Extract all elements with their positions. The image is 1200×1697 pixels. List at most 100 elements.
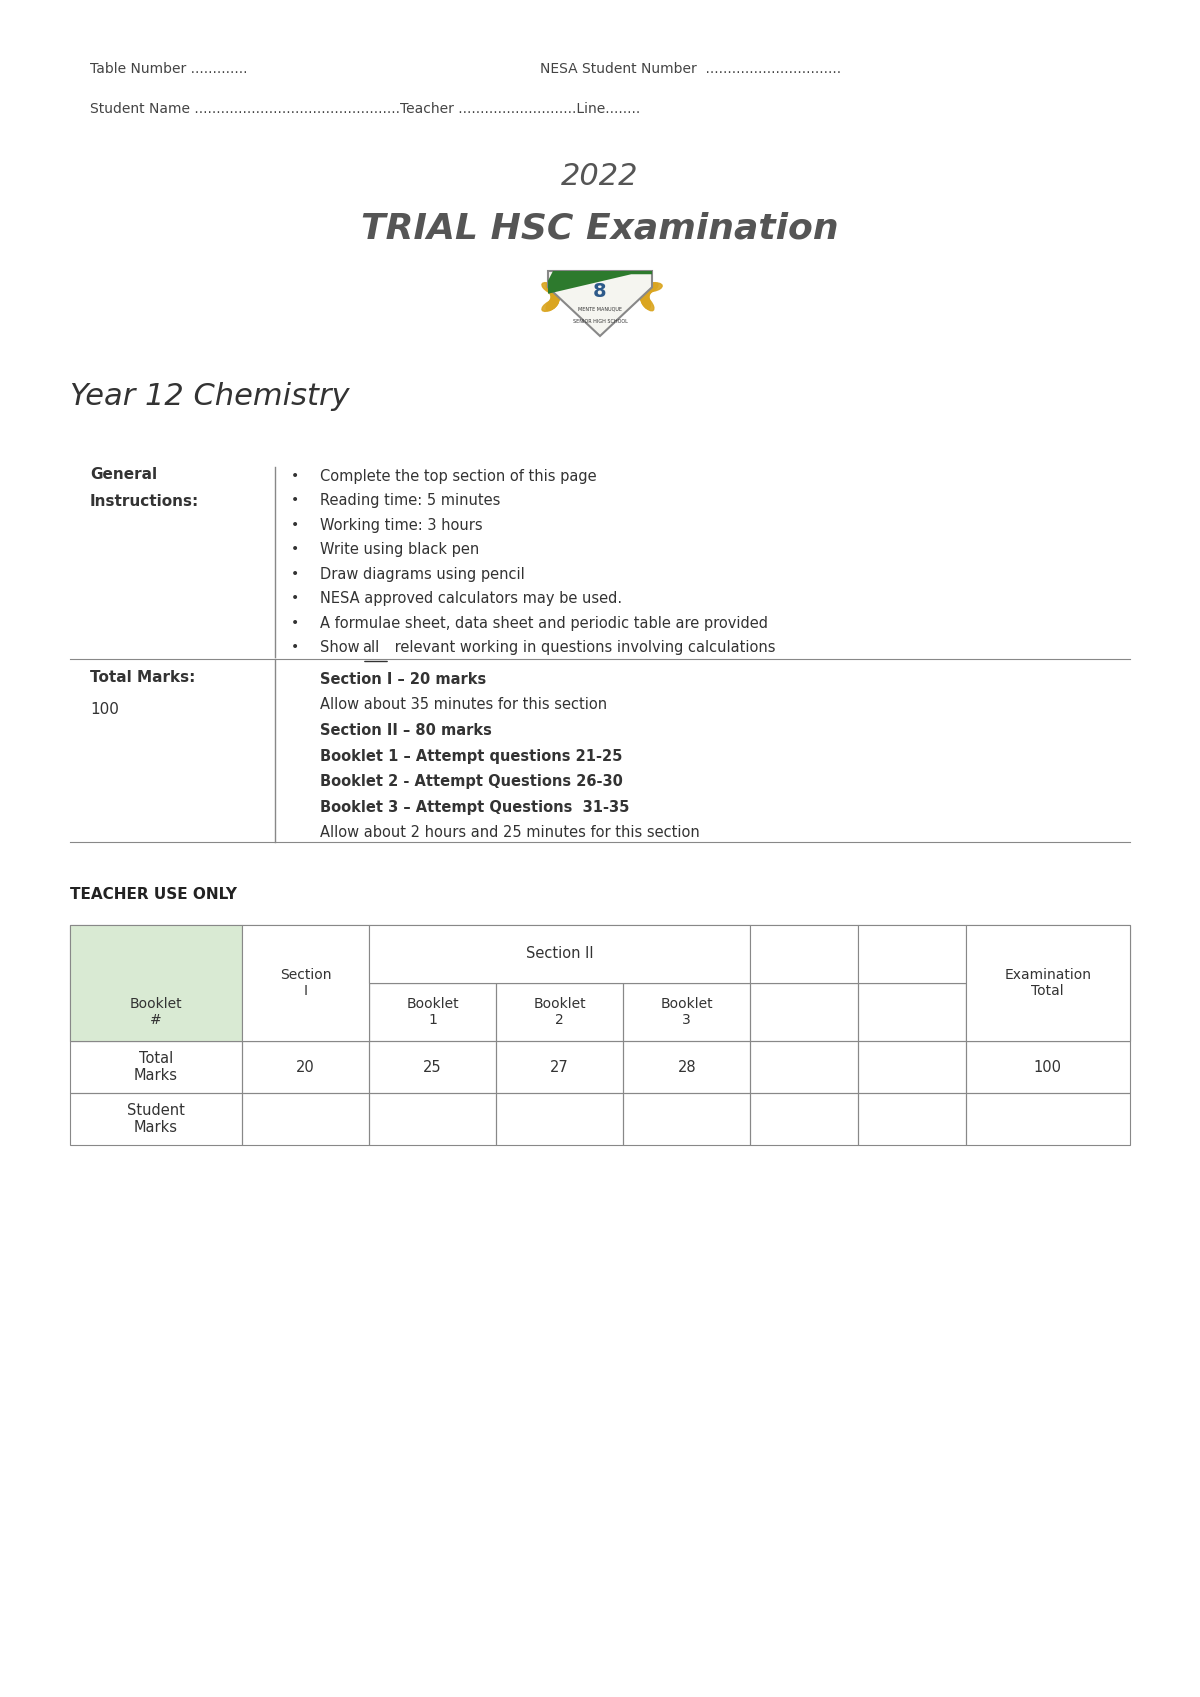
Text: 100: 100 [90, 703, 119, 718]
Text: Booklet
3: Booklet 3 [660, 996, 713, 1027]
Text: •: • [290, 518, 299, 531]
Bar [370, 925, 750, 983]
Text: Student Name ...............................................Teacher ............: Student Name ...........................… [90, 102, 641, 115]
Bar [370, 983, 496, 1040]
Ellipse shape [550, 292, 559, 309]
Text: 28: 28 [678, 1059, 696, 1074]
Bar [858, 983, 966, 1040]
Text: Booklet
1: Booklet 1 [407, 996, 458, 1027]
Text: Reading time: 5 minutes: Reading time: 5 minutes [320, 494, 500, 509]
Bar [750, 925, 858, 983]
Bar [623, 925, 750, 983]
Text: all: all [362, 640, 379, 655]
Text: MENTE MANUQUE: MENTE MANUQUE [578, 307, 622, 312]
Text: Working time: 3 hours: Working time: 3 hours [320, 518, 482, 533]
Bar [370, 925, 496, 983]
Text: •: • [290, 468, 299, 484]
Text: General: General [90, 467, 157, 482]
Text: •: • [290, 616, 299, 630]
Text: Total
Marks: Total Marks [134, 1050, 178, 1083]
Text: 8: 8 [593, 282, 607, 302]
Bar [966, 925, 1130, 983]
Text: Section I – 20 marks: Section I – 20 marks [320, 672, 486, 687]
Text: 25: 25 [424, 1059, 442, 1074]
Text: NESA Student Number  ...............................: NESA Student Number ....................… [540, 63, 841, 76]
Bar [858, 925, 966, 983]
Bar [242, 925, 370, 983]
Bar [370, 1093, 496, 1145]
Text: Write using black pen: Write using black pen [320, 543, 479, 558]
Text: Allow about 35 minutes for this section: Allow about 35 minutes for this section [320, 697, 607, 713]
Ellipse shape [641, 283, 654, 299]
Bar [858, 1040, 966, 1093]
Bar [242, 1040, 370, 1093]
Bar [623, 1040, 750, 1093]
Bar [496, 983, 623, 1040]
Text: Section
I: Section I [280, 967, 331, 998]
Bar [623, 983, 750, 1040]
Bar [242, 1093, 370, 1145]
Bar [966, 1040, 1130, 1093]
Polygon shape [548, 272, 652, 294]
Ellipse shape [642, 283, 658, 294]
Bar [750, 1093, 858, 1145]
Text: Booklet 3 – Attempt Questions  31-35: Booklet 3 – Attempt Questions 31-35 [320, 799, 629, 815]
Bar [70, 925, 242, 1040]
Text: •: • [290, 640, 299, 655]
Text: Complete the top section of this page: Complete the top section of this page [320, 468, 596, 484]
Bar [858, 1093, 966, 1145]
Ellipse shape [641, 288, 649, 305]
Text: 2022: 2022 [562, 161, 638, 192]
Bar [966, 925, 1130, 1040]
Bar [750, 1040, 858, 1093]
Text: TRIAL HSC Examination: TRIAL HSC Examination [361, 212, 839, 246]
Text: •: • [290, 592, 299, 606]
Bar [623, 1093, 750, 1145]
Text: 100: 100 [1033, 1059, 1062, 1074]
Text: Booklet 2 - Attempt Questions 26-30: Booklet 2 - Attempt Questions 26-30 [320, 774, 623, 789]
Text: A formulae sheet, data sheet and periodic table are provided: A formulae sheet, data sheet and periodi… [320, 616, 768, 631]
Bar [496, 925, 623, 983]
Text: Year 12 Chemistry: Year 12 Chemistry [70, 382, 349, 411]
Text: TEACHER USE ONLY: TEACHER USE ONLY [70, 888, 238, 903]
Bar [70, 1040, 242, 1093]
Bar [750, 983, 858, 1040]
Bar [496, 1040, 623, 1093]
Ellipse shape [542, 300, 558, 311]
Text: NESA approved calculators may be used.: NESA approved calculators may be used. [320, 592, 622, 606]
Text: 20: 20 [296, 1059, 314, 1074]
Ellipse shape [644, 283, 662, 292]
Polygon shape [548, 272, 652, 336]
Text: Total Marks:: Total Marks: [90, 670, 196, 686]
Bar [242, 925, 370, 1040]
Text: Examination
Total: Examination Total [1004, 967, 1091, 998]
Text: 27: 27 [551, 1059, 569, 1074]
Bar [966, 1093, 1130, 1145]
Text: Draw diagrams using pencil: Draw diagrams using pencil [320, 567, 524, 582]
Ellipse shape [546, 295, 559, 311]
Bar [370, 1040, 496, 1093]
Ellipse shape [641, 285, 650, 302]
Ellipse shape [542, 283, 558, 294]
Text: •: • [290, 567, 299, 580]
Bar [70, 1093, 242, 1145]
Text: •: • [290, 494, 299, 507]
Ellipse shape [641, 295, 654, 311]
Bar [242, 983, 370, 1040]
Text: •: • [290, 543, 299, 557]
Text: Booklet
2: Booklet 2 [533, 996, 586, 1027]
Text: Booklet
#: Booklet # [130, 996, 182, 1027]
Bar [70, 983, 242, 1040]
Ellipse shape [546, 283, 559, 299]
Ellipse shape [551, 288, 559, 305]
Text: Student
Marks: Student Marks [127, 1103, 185, 1135]
Text: relevant working in questions involving calculations: relevant working in questions involving … [390, 640, 775, 655]
Text: Section II – 80 marks: Section II – 80 marks [320, 723, 492, 738]
Text: Booklet 1 – Attempt questions 21-25: Booklet 1 – Attempt questions 21-25 [320, 748, 623, 764]
Bar [70, 925, 242, 983]
Bar [966, 983, 1130, 1040]
Bar [858, 925, 966, 983]
Text: Section II: Section II [526, 947, 594, 962]
Ellipse shape [641, 292, 650, 309]
Bar [496, 1093, 623, 1145]
